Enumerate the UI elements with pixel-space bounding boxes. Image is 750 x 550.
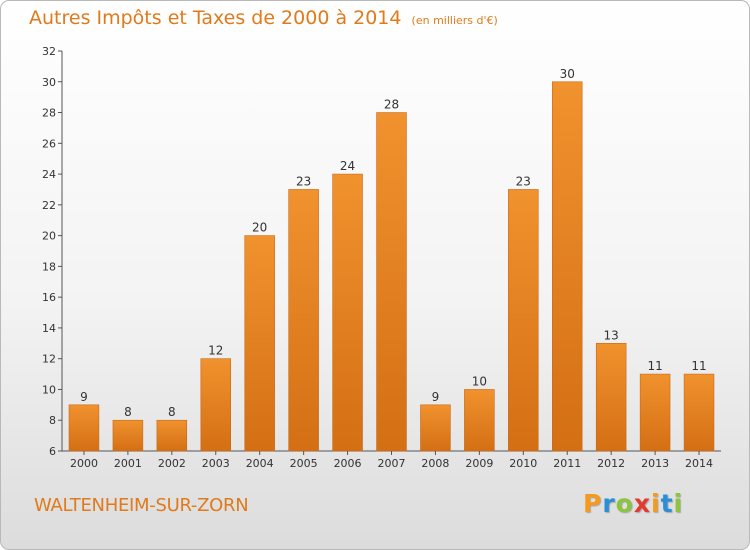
value-label-2009: 10 xyxy=(472,374,487,388)
x-tick-label-2005: 2005 xyxy=(290,457,318,470)
bar-2006 xyxy=(332,173,363,452)
bar-2000 xyxy=(68,404,100,452)
value-label-2006: 24 xyxy=(340,159,355,173)
y-tick-label: 28 xyxy=(42,107,56,120)
chart-title-text: Autres Impôts et Taxes de 2000 à 2014 xyxy=(29,7,402,29)
x-tick-label-2009: 2009 xyxy=(465,457,493,470)
x-tick-label-2006: 2006 xyxy=(334,457,362,470)
bar-2009 xyxy=(464,389,495,452)
value-label-2008: 9 xyxy=(432,390,440,404)
y-tick-label: 6 xyxy=(49,445,56,458)
value-label-2005: 23 xyxy=(296,174,311,188)
x-tick-label-2008: 2008 xyxy=(421,457,449,470)
bar-2010 xyxy=(508,189,539,452)
value-label-2000: 9 xyxy=(80,390,88,404)
x-tick-label-2011: 2011 xyxy=(553,457,581,470)
x-tick-label-2010: 2010 xyxy=(509,457,537,470)
bar-2014 xyxy=(683,373,715,452)
y-tick-label: 16 xyxy=(42,291,56,304)
value-label-2001: 8 xyxy=(124,405,132,419)
place-name: WALTENHEIM-SUR-ZORN xyxy=(34,495,249,516)
value-label-2013: 11 xyxy=(647,359,662,373)
x-tick-label-2014: 2014 xyxy=(685,457,713,470)
logo-letter: P xyxy=(583,489,603,518)
value-label-2007: 28 xyxy=(384,98,399,112)
x-tick-label-2004: 2004 xyxy=(246,457,274,470)
bar-2002 xyxy=(156,419,188,452)
logo-letter: i xyxy=(651,489,661,518)
y-tick-label: 22 xyxy=(42,199,56,212)
proxiti-logo: Proxiti xyxy=(583,489,683,518)
logo-letter: x xyxy=(633,489,651,518)
logo-letter: i xyxy=(673,489,684,518)
y-tick-label: 20 xyxy=(42,230,56,243)
bar-2008 xyxy=(420,404,451,452)
y-tick-label: 10 xyxy=(42,383,56,396)
x-tick-label-2000: 2000 xyxy=(70,457,98,470)
y-tick-label: 12 xyxy=(42,353,56,366)
value-label-2003: 12 xyxy=(208,344,223,358)
y-tick-label: 32 xyxy=(42,45,56,58)
x-tick-label-2013: 2013 xyxy=(641,457,669,470)
value-label-2010: 23 xyxy=(516,174,531,188)
y-tick-label: 24 xyxy=(42,168,56,181)
logo-letter: t xyxy=(660,489,674,518)
bar-2011 xyxy=(551,81,583,452)
y-tick-label: 18 xyxy=(42,260,56,273)
y-tick-label: 14 xyxy=(42,322,56,335)
bar-2005 xyxy=(288,189,319,452)
y-tick-label: 26 xyxy=(42,137,56,150)
value-label-2012: 13 xyxy=(604,328,619,342)
y-tick-label: 30 xyxy=(42,76,56,89)
logo-letter: r xyxy=(602,489,616,518)
x-tick-label-2012: 2012 xyxy=(597,457,625,470)
x-tick-label-2007: 2007 xyxy=(378,457,406,470)
bar-2004 xyxy=(244,235,275,452)
bar-2001 xyxy=(112,419,144,452)
bar-2012 xyxy=(595,343,627,452)
x-tick-label-2002: 2002 xyxy=(158,457,186,470)
value-label-2002: 8 xyxy=(168,405,176,419)
value-label-2011: 30 xyxy=(560,67,575,81)
bar-2003 xyxy=(200,358,232,452)
bar-2007 xyxy=(376,112,407,452)
value-label-2014: 11 xyxy=(691,359,706,373)
chart-title: Autres Impôts et Taxes de 2000 à 2014 (e… xyxy=(29,7,498,29)
value-label-2004: 20 xyxy=(252,221,267,235)
x-tick-label-2003: 2003 xyxy=(202,457,230,470)
y-tick-label: 8 xyxy=(49,414,56,427)
chart-unit: (en milliers d'€) xyxy=(411,14,498,27)
x-tick-label-2001: 2001 xyxy=(114,457,142,470)
bar-2013 xyxy=(639,373,671,452)
logo-letter: o xyxy=(615,489,634,518)
